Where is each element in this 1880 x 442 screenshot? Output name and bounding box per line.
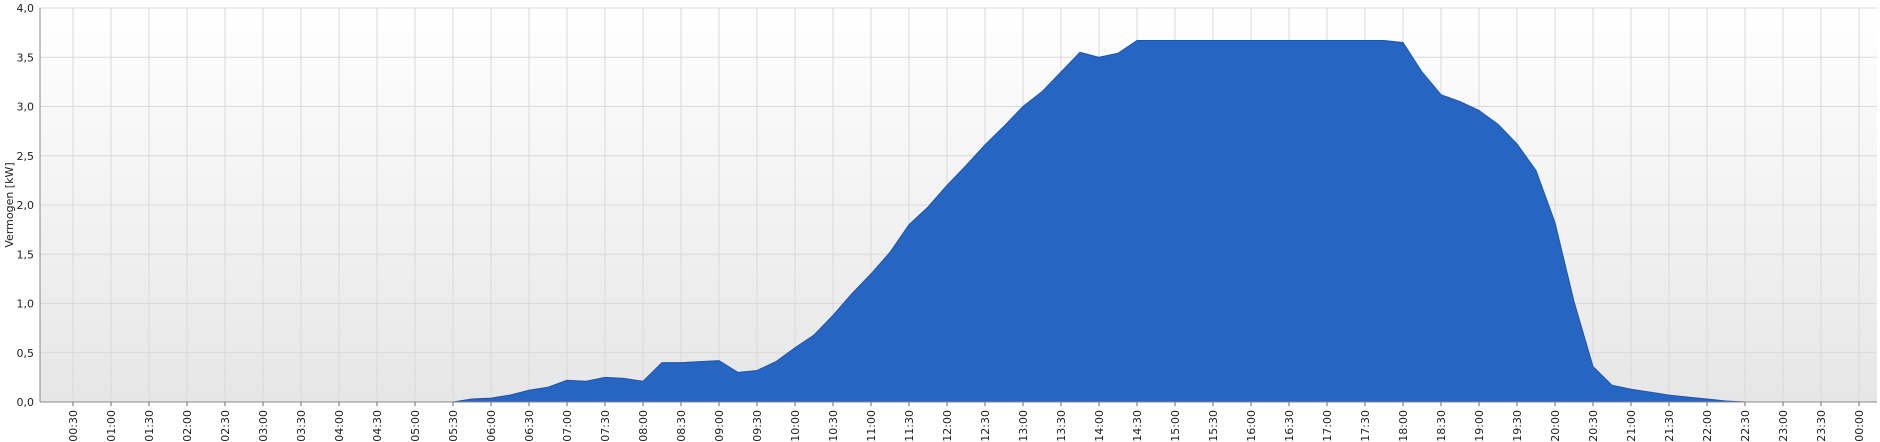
x-tick-label: 06:00	[485, 410, 498, 442]
x-tick-label: 07:30	[599, 410, 612, 442]
x-tick-label: 17:30	[1359, 410, 1372, 442]
x-tick-label: 10:30	[827, 410, 840, 442]
y-tick-label: 3,0	[17, 101, 35, 114]
x-tick-label: 04:00	[333, 410, 346, 442]
x-tick-label: 20:30	[1587, 410, 1600, 442]
y-tick-label: 3,5	[17, 51, 35, 64]
x-tick-label: 23:00	[1777, 410, 1790, 442]
x-tick-label: 15:00	[1169, 410, 1182, 442]
x-tick-label: 12:30	[979, 410, 992, 442]
x-tick-label: 14:00	[1093, 410, 1106, 442]
x-tick-label: 18:30	[1435, 410, 1448, 442]
axes: 0,0 0,5 1,0 1,5 2,0 2,5 3,0 3,5 4,0 00:30 01:00 01:…	[17, 2, 1877, 442]
x-tick-label: 09:00	[713, 410, 726, 442]
x-tick-label: 17:00	[1321, 410, 1334, 442]
x-tick-label: 16:30	[1283, 410, 1296, 442]
x-tick-label: 02:30	[219, 410, 232, 442]
x-tick-label: 21:00	[1625, 410, 1638, 442]
x-tick-label: 16:00	[1245, 410, 1258, 442]
x-tick-label: 03:30	[295, 410, 308, 442]
x-tick-label: 23:30	[1815, 410, 1828, 442]
x-tick-label: 21:30	[1663, 410, 1676, 442]
x-tick-label: 08:30	[675, 410, 688, 442]
x-tick-label: 00:00	[1853, 410, 1866, 442]
x-tick-label: 05:00	[409, 410, 422, 442]
y-tick-label: 2,0	[17, 199, 35, 212]
x-tick-label: 02:00	[181, 410, 194, 442]
x-tick-label: 11:00	[865, 410, 878, 442]
x-tick-label: 03:00	[257, 410, 270, 442]
x-tick-label: 19:30	[1511, 410, 1524, 442]
x-tick-label: 19:00	[1473, 410, 1486, 442]
x-tick-label: 20:00	[1549, 410, 1562, 442]
x-tick-label: 07:00	[561, 410, 574, 442]
x-tick-label: 22:00	[1701, 410, 1714, 442]
y-tick-label: 4,0	[17, 2, 35, 15]
x-tick-label: 04:30	[371, 410, 384, 442]
x-tick-label: 12:00	[941, 410, 954, 442]
y-tick-label: 1,5	[17, 248, 35, 261]
x-tick-label: 05:30	[447, 410, 460, 442]
y-tick-label: 0,5	[17, 347, 35, 360]
x-tick-label: 09:30	[751, 410, 764, 442]
y-tick-label: 0,0	[17, 396, 35, 409]
x-tick-label: 14:30	[1131, 410, 1144, 442]
x-tick-label: 00:30	[67, 410, 80, 442]
area-series-path	[452, 40, 1746, 403]
x-tick-label: 13:00	[1017, 410, 1030, 442]
x-tick-label: 10:00	[789, 410, 802, 442]
area-series	[452, 40, 1746, 403]
y-axis-label: Vermogen [kW]	[3, 162, 16, 247]
x-tick-label: 11:30	[903, 410, 916, 442]
x-tick-label: 01:00	[105, 410, 118, 442]
x-tick-label: 06:30	[523, 410, 536, 442]
x-tick-label: 01:30	[143, 410, 156, 442]
x-tick-label: 13:30	[1055, 410, 1068, 442]
x-tick-label: 15:30	[1207, 410, 1220, 442]
y-tick-label: 1,0	[17, 298, 35, 311]
x-tick-label: 18:00	[1397, 410, 1410, 442]
x-tick-label: 08:00	[637, 410, 650, 442]
y-tick-label: 2,5	[17, 150, 35, 163]
x-tick-label: 22:30	[1739, 410, 1752, 442]
